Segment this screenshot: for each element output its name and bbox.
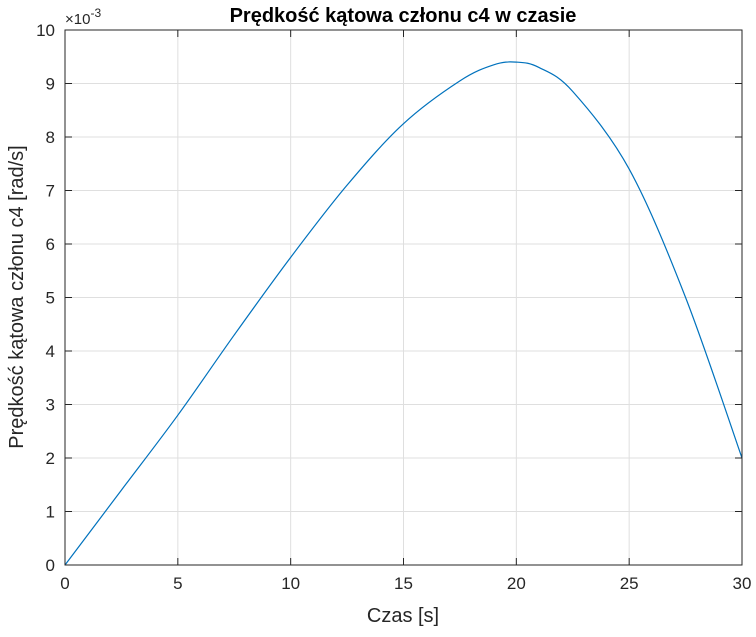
y-tick-label-2: 2 (46, 449, 55, 468)
y-tick-label-6: 6 (46, 235, 55, 254)
y-tick-label-10: 10 (36, 21, 55, 40)
y-scale-exponent: -3 (90, 6, 101, 20)
y-scale-base: ×10 (65, 11, 90, 28)
y-tick-label-1: 1 (46, 503, 55, 522)
x-tick-label-0: 0 (60, 574, 69, 593)
ticks: 0 5 10 15 20 25 30 0 1 2 3 4 5 6 7 8 9 10 (36, 21, 751, 593)
y-tick-label-8: 8 (46, 128, 55, 147)
chart-title: Prędkość kątowa członu c4 w czasie (230, 5, 577, 27)
x-tick-label-5: 25 (620, 574, 639, 593)
x-tick-label-2: 10 (281, 574, 300, 593)
x-tick-label-4: 20 (507, 574, 526, 593)
y-tick-label-7: 7 (46, 182, 55, 201)
y-tick-label-5: 5 (46, 289, 55, 308)
x-tick-label-1: 5 (173, 574, 182, 593)
x-tick-label-6: 30 (733, 574, 752, 593)
y-tick-label-4: 4 (46, 342, 55, 361)
y-tick-label-3: 3 (46, 396, 55, 415)
y-tick-label-0: 0 (46, 556, 55, 575)
series-line-0 (64, 61, 743, 566)
series-layer (64, 61, 743, 566)
y-scale-exponent-label: ×10-3 (65, 6, 101, 28)
y-tick-label-9: 9 (46, 75, 55, 94)
x-tick-label-3: 15 (394, 574, 413, 593)
x-axis-title: Czas [s] (367, 605, 439, 627)
y-axis-title: Prędkość kątowa członu c4 [rad/s] (6, 145, 28, 448)
